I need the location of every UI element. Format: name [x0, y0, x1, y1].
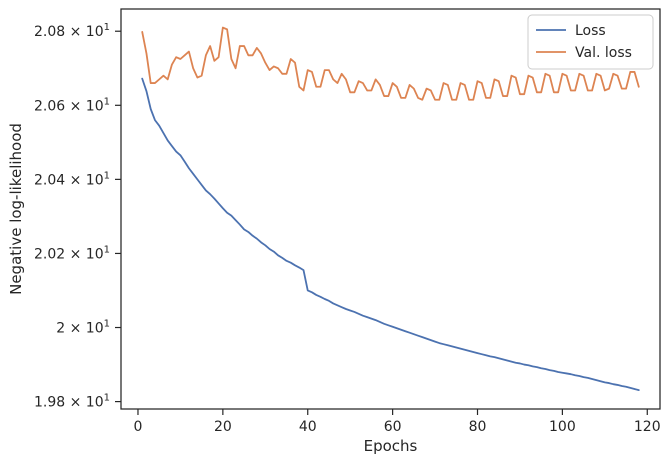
x-tick-label: 100	[549, 419, 576, 435]
y-tick-label: 1.98 × 101	[34, 393, 110, 411]
plot-frame	[120, 8, 661, 410]
x-axis-label: Epochs	[364, 437, 418, 455]
y-axis-label: Negative log-likelihood	[7, 123, 25, 295]
y-tick-base: 10	[86, 98, 104, 114]
y-tick-base: 10	[86, 246, 104, 262]
y-tick-times: ×	[65, 24, 86, 40]
y-tick-exponent: 1	[104, 96, 110, 107]
y-tick-mantissa: 2.06	[34, 98, 65, 114]
series-lines	[141, 26, 640, 392]
series-line-loss	[141, 77, 640, 392]
y-tick-mantissa: 2.02	[34, 246, 65, 262]
y-tick-exponent: 1	[104, 22, 110, 33]
y-tick-label: 2.04 × 101	[34, 170, 110, 188]
x-tick-label: 80	[469, 419, 487, 435]
y-tick-label: 2.02 × 101	[34, 244, 110, 262]
y-tick-base: 10	[86, 395, 104, 411]
y-tick-exponent: 1	[104, 319, 110, 330]
x-tick-label: 0	[134, 419, 143, 435]
y-tick-label: 2.06 × 101	[34, 96, 110, 114]
legend: Loss Val. loss	[527, 14, 654, 70]
legend-label: Loss	[575, 23, 606, 39]
y-tick-times: ×	[65, 321, 86, 337]
legend-label: Val. loss	[575, 45, 632, 61]
y-tick-times: ×	[65, 98, 86, 114]
y-tick-base: 10	[86, 24, 104, 40]
y-tick-base: 10	[86, 321, 104, 337]
x-tick-label: 60	[384, 419, 402, 435]
y-tick-exponent: 1	[104, 244, 110, 255]
y-tick-times: ×	[65, 246, 86, 262]
y-tick-times: ×	[65, 395, 86, 411]
x-tick-label: 20	[214, 419, 232, 435]
x-axis-ticks: 0 20 40 60 80 100 120	[134, 409, 661, 435]
y-tick-mantissa: 1.98	[34, 395, 65, 411]
y-tick-base: 10	[86, 172, 104, 188]
y-tick-label: 2 × 101	[56, 319, 110, 337]
legend-box	[527, 14, 654, 70]
y-tick-mantissa: 2	[56, 321, 65, 337]
x-tick-label: 120	[634, 419, 661, 435]
y-tick-mantissa: 2.08	[34, 24, 65, 40]
x-tick-label: 40	[299, 419, 317, 435]
series-line-val-loss	[141, 26, 640, 101]
y-tick-exponent: 1	[104, 170, 110, 181]
y-tick-exponent: 1	[104, 393, 110, 404]
y-tick-label: 2.08 × 101	[34, 22, 110, 40]
y-tick-mantissa: 2.04	[34, 172, 65, 188]
y-tick-times: ×	[65, 172, 86, 188]
